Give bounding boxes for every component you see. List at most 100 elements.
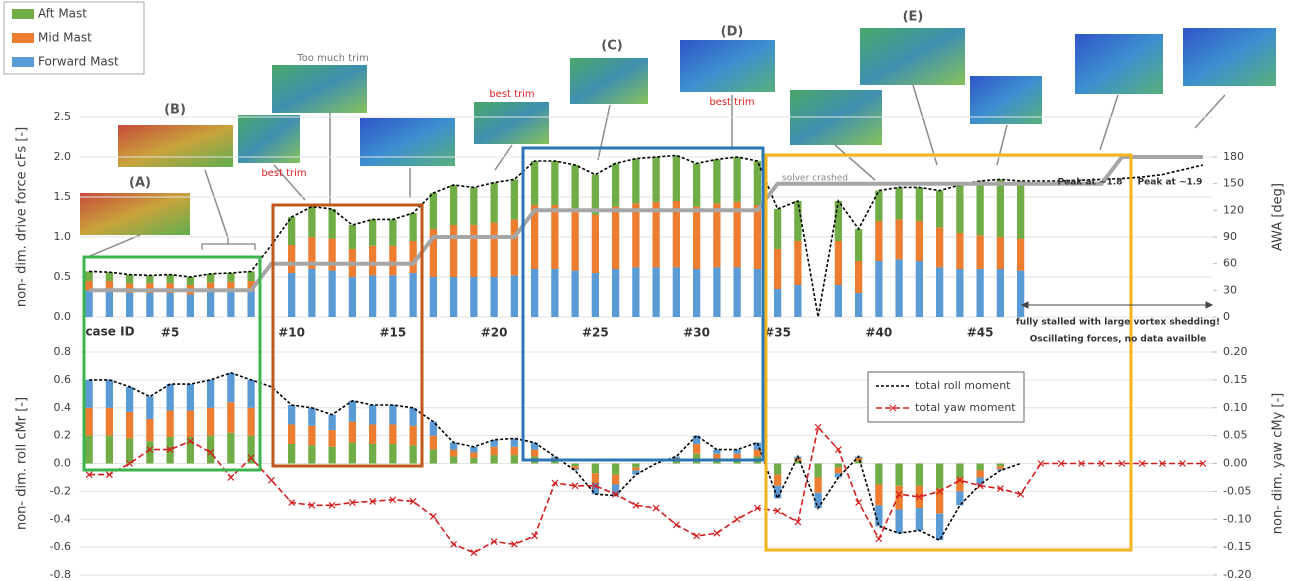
bar-segment bbox=[490, 182, 498, 223]
point-marker bbox=[166, 446, 174, 453]
annotation: Too much trim bbox=[296, 53, 368, 64]
bar-segment bbox=[105, 407, 114, 436]
legend-label: total yaw moment bbox=[915, 401, 1016, 414]
y2-axis-label: non- dim. yaw cMy [-] bbox=[1271, 393, 1286, 535]
bar-segment bbox=[935, 513, 944, 541]
bar-segment bbox=[692, 443, 701, 454]
bar-segment bbox=[429, 435, 438, 450]
annotation: solver crashed bbox=[782, 174, 848, 184]
bar-segment bbox=[834, 285, 843, 317]
bar-segment bbox=[328, 414, 336, 431]
bar-segment bbox=[976, 477, 984, 485]
bar-segment bbox=[470, 452, 478, 458]
legend-label: total roll moment bbox=[915, 379, 1011, 392]
bar-segment bbox=[227, 432, 235, 464]
annotation: (D) bbox=[721, 25, 744, 40]
bar-segment bbox=[368, 219, 377, 246]
y-tick-label: 2.0 bbox=[54, 150, 72, 163]
annotation: Oscillating forces, no data availble bbox=[1030, 335, 1207, 345]
bar-segment bbox=[308, 269, 316, 317]
bar-segment bbox=[409, 273, 417, 317]
bar-segment bbox=[773, 209, 782, 249]
point-marker bbox=[85, 471, 93, 479]
point-marker bbox=[1077, 460, 1085, 467]
pointer-arrow bbox=[89, 234, 141, 257]
point-marker bbox=[733, 515, 741, 523]
x-tick-label: #15 bbox=[379, 326, 406, 340]
bar-segment bbox=[915, 463, 924, 486]
y-tick-label: -0.2 bbox=[50, 484, 71, 497]
bar-segment bbox=[935, 463, 944, 489]
bar-segment bbox=[227, 291, 235, 317]
bar-segment bbox=[206, 282, 215, 293]
point-marker bbox=[186, 437, 194, 445]
bar-segment bbox=[976, 269, 984, 317]
bar-segment bbox=[935, 190, 944, 228]
bar-segment bbox=[632, 470, 640, 475]
bar-segment bbox=[895, 187, 903, 220]
x-tick-label: #10 bbox=[278, 326, 305, 340]
bar-segment bbox=[713, 267, 721, 317]
flow-thumbnail bbox=[970, 76, 1042, 124]
bar-segment bbox=[490, 222, 498, 277]
y2-tick-label: -0.10 bbox=[1223, 512, 1251, 525]
bar-segment bbox=[328, 446, 336, 464]
bar-segment bbox=[328, 209, 336, 239]
bar-segment bbox=[308, 407, 316, 426]
point-marker bbox=[1138, 460, 1146, 467]
bar-segment bbox=[794, 460, 802, 464]
y2-tick-label: 90 bbox=[1223, 230, 1237, 243]
point-marker bbox=[855, 499, 863, 506]
bar-segment bbox=[935, 267, 944, 317]
bar-segment bbox=[956, 269, 964, 317]
bar-segment bbox=[632, 267, 640, 317]
point-marker bbox=[895, 490, 903, 498]
bar-segment bbox=[308, 425, 316, 446]
bar-segment bbox=[632, 463, 640, 468]
bar-segment bbox=[409, 407, 417, 426]
bar-segment bbox=[429, 193, 438, 229]
bar-segment bbox=[551, 269, 559, 317]
point-marker bbox=[1098, 460, 1106, 467]
bar-segment bbox=[510, 455, 519, 464]
case-group-box bbox=[764, 153, 1133, 552]
y-tick-label: 0.2 bbox=[54, 429, 72, 442]
annotation: case ID bbox=[85, 325, 134, 339]
bar-segment bbox=[166, 293, 174, 317]
bar-segment bbox=[409, 425, 417, 446]
bar-segment bbox=[875, 484, 883, 506]
bar-segment bbox=[85, 271, 93, 281]
bar-segment bbox=[125, 293, 134, 317]
bar-segment bbox=[551, 161, 559, 205]
bar-segment bbox=[672, 267, 681, 317]
bar-segment bbox=[247, 435, 255, 464]
bar-segment bbox=[85, 407, 93, 436]
legend-marker bbox=[889, 404, 897, 412]
legend-label: Forward Mast bbox=[38, 55, 119, 69]
bar-segment bbox=[125, 283, 134, 293]
bar-segment bbox=[935, 227, 944, 268]
bar-segment bbox=[611, 269, 620, 317]
bar-segment bbox=[530, 161, 539, 205]
bar-segment bbox=[409, 445, 417, 464]
point-marker bbox=[348, 499, 356, 506]
bar-segment bbox=[308, 445, 316, 464]
pointer-arrow bbox=[834, 144, 876, 181]
bar-segment bbox=[206, 292, 215, 317]
bar-segment bbox=[368, 424, 377, 444]
point-marker bbox=[450, 540, 458, 548]
point-marker bbox=[551, 479, 559, 487]
bar-segment bbox=[348, 421, 357, 443]
bar-segment bbox=[814, 477, 822, 493]
bar-segment bbox=[125, 274, 134, 284]
bar-segment bbox=[814, 492, 822, 509]
point-marker bbox=[126, 460, 134, 467]
bar-segment bbox=[875, 505, 883, 527]
bar-segment bbox=[733, 453, 741, 460]
y-tick-label: 0.0 bbox=[54, 457, 72, 470]
annotation: best trim bbox=[261, 168, 306, 179]
bar-segment bbox=[510, 179, 519, 220]
bar-segment bbox=[1016, 181, 1025, 239]
bar-segment bbox=[429, 277, 438, 317]
